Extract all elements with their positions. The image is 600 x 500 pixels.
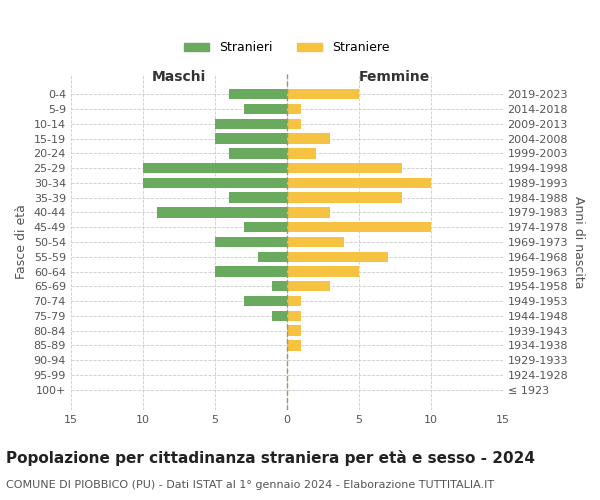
Text: Maschi: Maschi [152, 70, 206, 84]
Text: Popolazione per cittadinanza straniera per età e sesso - 2024: Popolazione per cittadinanza straniera p… [6, 450, 535, 466]
Bar [215, 134, 287, 143]
Y-axis label: Anni di nascita: Anni di nascita [572, 196, 585, 288]
Bar [287, 296, 301, 306]
Legend: Stranieri, Straniere: Stranieri, Straniere [179, 36, 395, 60]
Bar [143, 163, 287, 173]
Bar [287, 104, 301, 114]
Bar [287, 340, 301, 350]
Bar [244, 296, 287, 306]
Bar [258, 252, 287, 262]
Bar [244, 104, 287, 114]
Bar [157, 208, 287, 218]
Bar [272, 310, 287, 321]
Bar [287, 237, 344, 247]
Bar [229, 89, 287, 100]
Bar [287, 310, 301, 321]
Bar [272, 281, 287, 291]
Bar [229, 192, 287, 203]
Text: Femmine: Femmine [359, 70, 430, 84]
Bar [287, 192, 402, 203]
Bar [287, 134, 330, 143]
Bar [287, 208, 330, 218]
Bar [229, 148, 287, 158]
Bar [287, 252, 388, 262]
Bar [215, 237, 287, 247]
Bar [287, 326, 301, 336]
Text: COMUNE DI PIOBBICO (PU) - Dati ISTAT al 1° gennaio 2024 - Elaborazione TUTTITALI: COMUNE DI PIOBBICO (PU) - Dati ISTAT al … [6, 480, 494, 490]
Bar [244, 222, 287, 232]
Y-axis label: Fasce di età: Fasce di età [15, 204, 28, 280]
Bar [215, 266, 287, 276]
Bar [287, 89, 359, 100]
Bar [287, 118, 301, 129]
Bar [287, 178, 431, 188]
Bar [143, 178, 287, 188]
Bar [287, 222, 431, 232]
Bar [215, 118, 287, 129]
Bar [287, 281, 330, 291]
Bar [287, 266, 359, 276]
Bar [287, 148, 316, 158]
Bar [287, 163, 402, 173]
